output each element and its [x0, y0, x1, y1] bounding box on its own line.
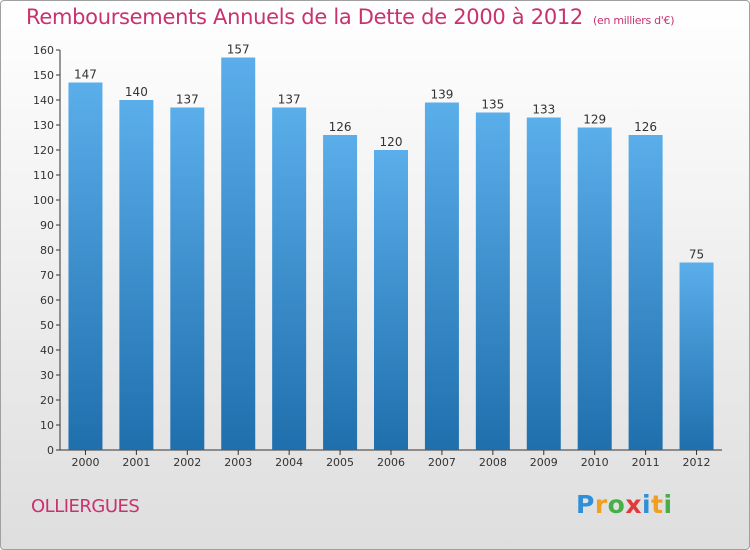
y-tick-label: 50 [40, 319, 54, 332]
y-tick-label: 100 [33, 194, 54, 207]
x-tick-label: 2008 [479, 456, 507, 469]
city-name: OLLIERGUES [31, 496, 140, 517]
x-tick-label: 2005 [326, 456, 354, 469]
value-labels: 147 140 137 157 137 126 120 139 135 133 129 126 75 [74, 43, 704, 262]
y-tick-label: 90 [40, 219, 54, 232]
y-tick-label: 110 [33, 169, 54, 182]
y-tick-label: 140 [33, 94, 54, 107]
proxiti-logo: Proxiti [576, 490, 673, 519]
x-tick-label: 2011 [632, 456, 660, 469]
bar [221, 57, 256, 450]
x-tick-label: 2007 [428, 456, 456, 469]
x-tick-label: 2004 [275, 456, 303, 469]
title-text: Remboursements Annuels de la Dette de 20… [26, 5, 583, 29]
x-tick-label: 2010 [581, 456, 609, 469]
y-tick-label: 70 [40, 269, 54, 282]
bar-value-label: 140 [125, 85, 148, 99]
bar-value-label: 135 [481, 98, 504, 112]
bar-value-label: 157 [227, 43, 250, 57]
logo-letter: x [625, 490, 642, 519]
x-tick-label: 2001 [122, 456, 150, 469]
x-tick-label: 2003 [224, 456, 252, 469]
bar [272, 107, 307, 450]
x-tick-label: 2009 [530, 456, 558, 469]
bar [577, 127, 612, 450]
y-tick-label: 60 [40, 294, 54, 307]
y-tick-label: 160 [33, 44, 54, 57]
bar-value-label: 137 [176, 93, 199, 107]
y-tick-label: 150 [33, 69, 54, 82]
bar [68, 82, 103, 450]
bar-value-label: 137 [278, 93, 301, 107]
bar-value-label: 120 [380, 135, 403, 149]
bar-value-label: 139 [430, 88, 453, 102]
logo-letter: t [651, 490, 664, 519]
logo-letter: r [594, 490, 608, 519]
bar [475, 112, 510, 450]
logo-letter: i [642, 490, 652, 519]
y-tick-label: 40 [40, 344, 54, 357]
bar-value-label: 126 [634, 120, 657, 134]
x-tick-label: 2000 [71, 456, 99, 469]
bar-value-label: 147 [74, 68, 97, 82]
bar [119, 100, 154, 450]
bar-value-label: 75 [689, 248, 704, 262]
bar [526, 117, 561, 450]
bar [170, 107, 205, 450]
bar [424, 102, 459, 450]
x-tick-label: 2006 [377, 456, 405, 469]
y-tick-label: 20 [40, 394, 54, 407]
logo-letter: i [663, 490, 673, 519]
chart-title: Remboursements Annuels de la Dette de 20… [26, 5, 674, 29]
bar [374, 150, 408, 450]
bars [68, 57, 714, 450]
bar-value-label: 129 [583, 113, 606, 127]
x-tick-label: 2002 [173, 456, 201, 469]
y-tick-label: 30 [40, 369, 54, 382]
y-tick-label: 120 [33, 144, 54, 157]
logo-letter: P [576, 490, 595, 519]
bar [323, 135, 358, 450]
y-tick-label: 130 [33, 119, 54, 132]
y-tick-label: 80 [40, 244, 54, 257]
y-tick-label: 0 [47, 444, 54, 457]
unit-label: (en milliers d'€) [593, 14, 675, 27]
bar-value-label: 133 [532, 103, 555, 117]
bar [679, 262, 714, 450]
x-tick-label: 2012 [683, 456, 711, 469]
bar-value-label: 126 [329, 120, 352, 134]
logo-letter: o [607, 490, 626, 519]
bar [628, 135, 663, 450]
y-tick-label: 10 [40, 419, 54, 432]
